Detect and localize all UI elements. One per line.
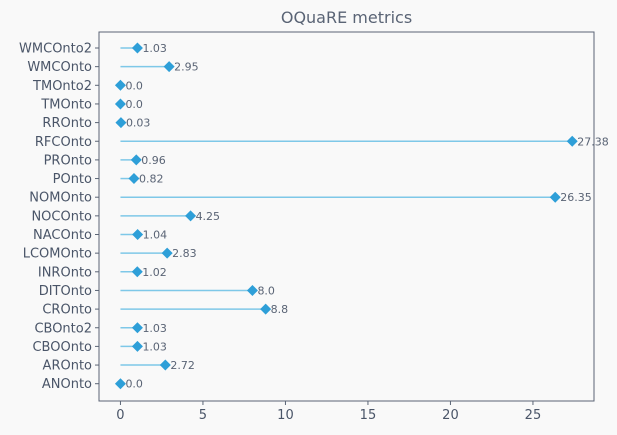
- y-tick-label-CBOnto2: CBOnto2: [34, 321, 92, 336]
- value-label-RROnto: 0.03: [126, 117, 151, 130]
- y-tick-label-RFCOnto: RFCOnto: [35, 135, 92, 150]
- x-tick-label-15: 15: [360, 408, 377, 423]
- value-label-WMCOnto: 2.95: [174, 61, 199, 74]
- value-label-ANOnto: 0.0: [125, 378, 143, 391]
- x-tick-label-0: 0: [116, 408, 124, 423]
- plot-frame: [98, 31, 595, 402]
- y-tick-label-RROnto: RROnto: [42, 116, 92, 131]
- y-tick-label-NOCOnto: NOCOnto: [31, 209, 92, 224]
- marker-TMOnto2: [114, 79, 126, 91]
- marker-CROnto: [260, 303, 272, 315]
- marker-CBOOnto: [131, 340, 143, 352]
- marker-TMOnto: [114, 98, 126, 110]
- x-axis: 0 5 10 15 20 25: [116, 401, 541, 423]
- value-label-CROnto: 8.8: [271, 303, 289, 316]
- y-tick-label-LCOMOnto: LCOMOnto: [23, 247, 92, 262]
- marker-ANOnto: [114, 378, 126, 390]
- y-tick-label-NACOnto: NACOnto: [33, 228, 92, 243]
- y-tick-label-DITOnto: DITOnto: [39, 284, 92, 299]
- y-tick-label-TMOnto2: TMOnto2: [32, 79, 92, 94]
- value-label-DITOnto: 8.0: [257, 284, 275, 297]
- y-tick-label-CROnto: CROnto: [42, 303, 92, 318]
- value-label-CBOnto2: 1.03: [142, 322, 167, 335]
- marker-NACOnto: [132, 229, 144, 240]
- value-label-NACOnto: 1.04: [143, 229, 168, 242]
- value-label-TMOnto: 0.0: [125, 98, 143, 111]
- marker-WMCOnto2: [131, 42, 143, 54]
- x-tick-label-25: 25: [525, 408, 542, 423]
- value-label-NOCOnto: 4.25: [196, 210, 221, 223]
- y-tick-label-TMOnto: TMOnto: [40, 97, 92, 112]
- marker-PROnto: [130, 154, 142, 166]
- y-tick-label-WMCOnto2: WMCOnto2: [19, 42, 92, 57]
- marker-AROnto: [159, 359, 171, 371]
- y-tick-label-PROnto: PROnto: [44, 153, 92, 168]
- value-label-WMCOnto2: 1.03: [142, 42, 167, 55]
- value-label-LCOMOnto: 2.83: [172, 247, 197, 260]
- y-tick-label-WMCOnto: WMCOnto: [27, 60, 92, 75]
- value-label-PROnto: 0.96: [141, 154, 166, 167]
- x-tick-label-20: 20: [442, 408, 459, 423]
- marker-WMCOnto: [163, 61, 175, 73]
- value-label-TMOnto2: 0.0: [125, 79, 143, 92]
- y-tick-label-POnto: POnto: [53, 172, 92, 187]
- marker-RFCOnto: [566, 135, 578, 147]
- value-label-POnto: 0.82: [139, 173, 164, 186]
- marker-RROnto: [115, 117, 127, 129]
- marker-NOCOnto: [185, 210, 197, 222]
- marker-POnto: [128, 173, 140, 185]
- marker-CBOnto2: [131, 322, 143, 334]
- chart-title: OQuaRE metrics: [281, 8, 412, 27]
- marker-DITOnto: [246, 284, 258, 296]
- y-axis: WMCOnto2 WMCOnto TMOnto2 TMOnto RROnto RFCOnt…: [19, 42, 99, 392]
- y-tick-label-NOMOnto: NOMOnto: [29, 191, 92, 206]
- value-label-CBOOnto: 1.03: [142, 340, 167, 353]
- value-label-RFCOnto: 27.38: [577, 135, 609, 148]
- x-tick-label-10: 10: [277, 408, 294, 423]
- value-labels-layer: 1.03 2.95 0.0 0.0 0.03 27.38 0.96 0.82 26.35 4.25…: [125, 42, 608, 391]
- x-tick-label-5: 5: [199, 408, 207, 423]
- value-label-INROnto: 1.02: [142, 266, 167, 279]
- y-tick-label-AROnto: AROnto: [43, 359, 92, 374]
- value-label-AROnto: 2.72: [170, 359, 195, 372]
- y-tick-label-ANOnto: ANOnto: [42, 377, 92, 392]
- marker-NOMOnto: [549, 191, 561, 203]
- value-label-NOMOnto: 26.35: [560, 191, 592, 204]
- stems-layer: [120, 47, 573, 366]
- y-tick-label-CBOOnto: CBOOnto: [32, 340, 92, 355]
- marker-INROnto: [131, 266, 143, 278]
- markers-layer: [114, 42, 578, 390]
- y-tick-label-INROnto: INROnto: [38, 265, 92, 280]
- marker-LCOMOnto: [161, 247, 173, 259]
